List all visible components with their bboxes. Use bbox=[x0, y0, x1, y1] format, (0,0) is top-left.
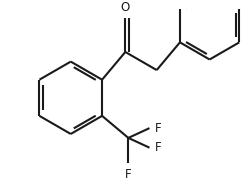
Text: F: F bbox=[124, 168, 131, 181]
Text: F: F bbox=[154, 141, 161, 154]
Text: F: F bbox=[154, 122, 161, 135]
Text: O: O bbox=[120, 1, 130, 14]
